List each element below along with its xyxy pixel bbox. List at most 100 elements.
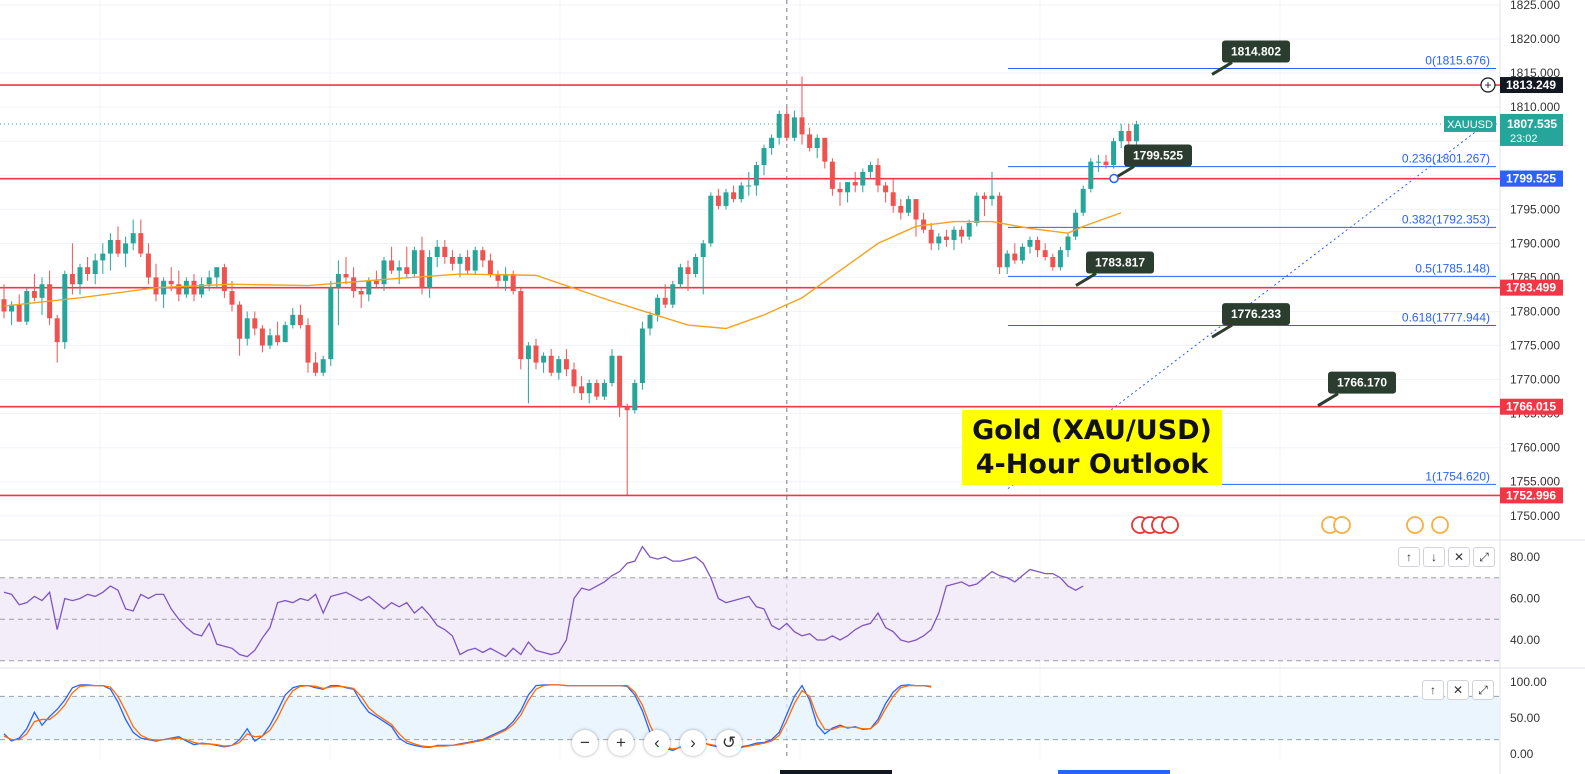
candle-body [259, 328, 265, 346]
candle-body [700, 243, 706, 257]
callout-label: 1799.525 [1133, 149, 1183, 163]
y-axis-tick-label: 1790.000 [1510, 236, 1560, 250]
candle-body [297, 314, 303, 326]
candle-body [191, 280, 197, 295]
candle-body [518, 291, 524, 360]
candle-body [442, 246, 448, 257]
candle-body [305, 325, 311, 363]
us-flag-event-icon [1161, 516, 1179, 534]
fibonacci-level-label: 0.618(1777.944) [1402, 310, 1490, 324]
candle-body [822, 137, 828, 162]
candle-body [1012, 253, 1018, 261]
chart-title-box: Gold (XAU/USD) 4-Hour Outlook [962, 410, 1222, 485]
candle-body [54, 318, 60, 343]
candle-body [883, 185, 889, 193]
candle-body [1057, 250, 1063, 268]
candle-body [997, 195, 1003, 268]
add-alert-icon [1480, 77, 1496, 93]
candle-body [153, 277, 159, 295]
candle-body [875, 165, 881, 186]
rsi-axis-tick-label: 40.00 [1510, 633, 1540, 647]
candle-body [404, 267, 410, 275]
candle-body [221, 267, 227, 292]
candle-body [913, 199, 919, 220]
fibonacci-level-label: 0.5(1785.148) [1415, 261, 1490, 275]
scroll-left-button[interactable]: ‹ [644, 730, 670, 756]
candle-body [571, 369, 577, 387]
candle-body [601, 382, 607, 397]
moving-average-line [3, 212, 1122, 330]
candle-body [1042, 250, 1048, 257]
callout-box [1086, 251, 1154, 274]
countdown-timer: 23:02 [1510, 133, 1538, 145]
candle-body [1111, 141, 1117, 166]
candle-body [579, 386, 585, 394]
close-icon[interactable]: ✕ [1448, 547, 1470, 567]
maximize-icon[interactable]: ⤢ [1473, 547, 1495, 567]
candle-body [199, 284, 205, 295]
candle-body [799, 117, 805, 135]
reset-chart-button[interactable]: ↺ [716, 730, 742, 756]
candle-body [563, 359, 569, 370]
candle-body [685, 267, 691, 275]
y-axis-tick-label: 1770.000 [1510, 373, 1560, 387]
move-up-icon[interactable]: ↑ [1398, 547, 1420, 567]
scroll-right-button[interactable]: › [680, 730, 706, 756]
candle-body [411, 250, 417, 275]
level-price-tag-bg [1500, 398, 1563, 415]
chart-toolbar: − + ‹ › ↺ [572, 730, 742, 756]
candle-body [738, 185, 744, 200]
candle-body [396, 267, 402, 271]
candle-body [921, 219, 927, 230]
candle-body [1027, 239, 1033, 247]
candle-body [791, 117, 797, 138]
y-axis-tick-label: 1755.000 [1510, 475, 1560, 489]
stoch-axis-tick-label: 100.00 [1510, 675, 1547, 689]
move-down-icon[interactable]: ↓ [1423, 547, 1445, 567]
callout-pointer [1211, 323, 1233, 339]
candle-body [989, 195, 995, 200]
current-price-tag: 1807.535 [1507, 117, 1557, 131]
fibonacci-level-label: 1(1754.620) [1425, 469, 1490, 483]
candle-body [905, 199, 911, 213]
us-flag-event-icon [1333, 516, 1351, 534]
candle-body [465, 256, 471, 271]
y-axis-tick-label: 1795.000 [1510, 202, 1560, 216]
rsi-axis-tick-label: 60.00 [1510, 592, 1540, 606]
plus-icon: + [1484, 78, 1491, 92]
candle-body [480, 250, 486, 261]
candle-body [123, 243, 129, 254]
candle-body [852, 182, 858, 186]
zoom-in-button[interactable]: + [608, 730, 634, 756]
candle-body [503, 274, 509, 281]
candle-body [168, 280, 174, 285]
candle-body [662, 297, 668, 305]
candle-body [69, 274, 75, 285]
candle-body [320, 359, 326, 373]
callout-label: 1766.170 [1337, 376, 1387, 390]
zoom-out-button[interactable]: − [572, 730, 598, 756]
candle-body [145, 253, 151, 278]
candle-body [1050, 256, 1056, 268]
candle-body [761, 148, 767, 166]
candle-body [1126, 130, 1132, 142]
candle-body [548, 355, 554, 373]
candle-body [39, 284, 45, 298]
move-up-icon[interactable]: ↑ [1422, 680, 1444, 700]
time-scroll-indicator [1058, 770, 1170, 774]
candle-body [229, 291, 235, 305]
candle-body [639, 328, 645, 383]
candle-body [951, 229, 957, 240]
candle-body [115, 239, 121, 254]
maximize-icon[interactable]: ⤢ [1472, 680, 1494, 700]
candle-body [62, 274, 68, 343]
callout-box [1124, 144, 1192, 167]
candle-body [358, 291, 364, 295]
candle-body [107, 239, 113, 254]
current-price-tag-bg [1500, 113, 1563, 146]
stoch-axis-tick-label: 50.00 [1510, 711, 1540, 725]
fibonacci-level-label: 0.236(1801.267) [1402, 152, 1490, 166]
close-icon[interactable]: ✕ [1447, 680, 1469, 700]
candle-body [981, 195, 987, 200]
